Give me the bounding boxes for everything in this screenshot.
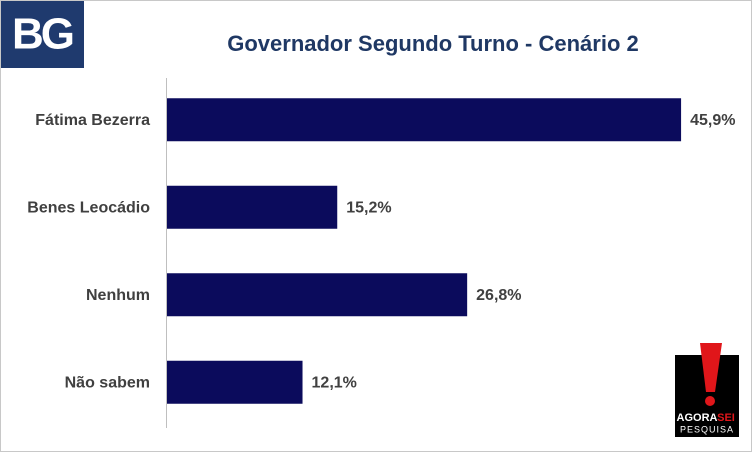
bar [167, 360, 303, 404]
chart-title: Governador Segundo Turno - Cenário 2 [227, 31, 639, 56]
value-label: 26,8% [476, 287, 521, 304]
logo-pesquisa: PESQUISA [680, 424, 734, 434]
category-label: Nenhum [86, 287, 150, 304]
logo-mark [700, 343, 722, 392]
bar [167, 98, 682, 142]
category-label: Fátima Bezerra [35, 112, 150, 129]
bar [167, 185, 338, 229]
logo-dot [705, 396, 715, 406]
category-label: Não sabem [65, 374, 150, 391]
logo-agora: AGORA [677, 412, 718, 424]
category-label: Benes Leocádio [27, 199, 150, 216]
brand-logo [1, 1, 84, 68]
value-label: 45,9% [690, 112, 735, 129]
value-label: 15,2% [346, 199, 391, 216]
logo-sei: SEI [717, 412, 735, 424]
agora-logo: AGORA SEI PESQUISA [675, 343, 739, 437]
bar [167, 273, 468, 317]
brand-text: BG [12, 10, 73, 59]
value-label: 12,1% [312, 374, 357, 391]
